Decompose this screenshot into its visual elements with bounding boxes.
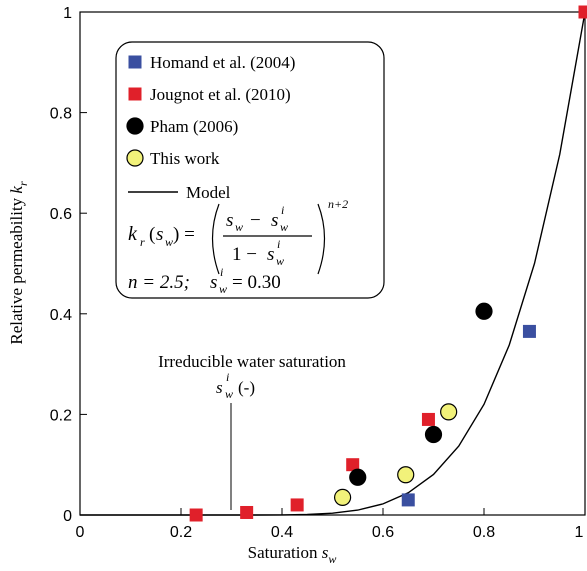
- y-axis-label: Relative permeability kr: [7, 181, 30, 345]
- circle-marker: [334, 488, 352, 506]
- square-marker: [421, 412, 435, 426]
- x-label-sub: w: [328, 552, 336, 566]
- square-marker: [128, 87, 142, 101]
- annotation-text: w: [225, 387, 233, 401]
- circle-marker: [349, 468, 367, 486]
- formula-token: w: [235, 220, 243, 234]
- x-tick-label: 0.2: [170, 524, 192, 541]
- legend-label: Model: [186, 183, 231, 202]
- annotation-text: i: [226, 370, 229, 384]
- y-tick-label: 0.2: [50, 407, 72, 424]
- square-marker: [290, 498, 304, 512]
- annotation: Irreducible water saturation s w i (-): [158, 352, 346, 510]
- y-label-text: Relative permeability: [7, 197, 26, 344]
- x-label-symbol: s: [322, 543, 329, 562]
- circle-marker: [126, 149, 144, 167]
- formula-token: i: [281, 203, 284, 217]
- legend-label: Jougnot et al. (2010): [150, 85, 291, 104]
- y-label-sub: r: [16, 181, 30, 186]
- square-marker: [401, 493, 415, 507]
- params-token: n = 2.5;: [128, 272, 190, 293]
- formula-token: ) =: [173, 224, 195, 245]
- annotation-text: s: [216, 378, 223, 397]
- y-tick-label: 0.4: [50, 307, 72, 324]
- legend-box: [115, 41, 385, 299]
- y-tick-label: 0: [63, 508, 72, 525]
- formula-token: s: [271, 210, 278, 231]
- square-marker: [128, 55, 142, 69]
- formula-token: 1 −: [232, 244, 257, 265]
- formula-token: k: [128, 223, 138, 245]
- x-axis-label: Saturation sw: [248, 543, 337, 566]
- formula-token: (: [149, 224, 155, 245]
- paren: [317, 203, 326, 275]
- formula-token: r: [140, 235, 145, 249]
- square-marker: [189, 508, 203, 522]
- plot-frame: [79, 11, 586, 516]
- params-token: = 0.30: [232, 272, 281, 293]
- params-token: i: [220, 265, 223, 279]
- formula-token: i: [277, 237, 280, 251]
- params-token: s: [210, 272, 217, 293]
- x-tick-label: 0.6: [372, 524, 394, 541]
- legend-label: Pham (2006): [150, 117, 238, 136]
- square-marker: [522, 324, 536, 338]
- circle-marker: [424, 425, 443, 444]
- formula-token: s: [267, 244, 274, 265]
- y-tick-label: 0.6: [50, 206, 72, 223]
- formula-token: w: [165, 235, 173, 249]
- annotation-text: (-): [238, 378, 255, 397]
- legend-label: Homand et al. (2004): [150, 53, 295, 72]
- square-marker: [240, 505, 254, 519]
- legend-label: This work: [150, 149, 220, 168]
- formula-token: −: [250, 210, 261, 231]
- params-token: w: [219, 282, 227, 296]
- circle-marker: [126, 117, 144, 135]
- circle-marker: [475, 302, 493, 320]
- legend: Homand et al. (2004) Jougnot et al. (2010…: [126, 53, 295, 202]
- x-tick-label: 0.4: [271, 524, 293, 541]
- x-tick-label: 1: [575, 524, 584, 541]
- x-label-text: Saturation: [248, 543, 318, 562]
- annotation-text: Irreducible water saturation: [158, 352, 346, 371]
- formula-token: s: [226, 210, 233, 231]
- y-label-symbol: k: [7, 186, 26, 194]
- model-formula: k r ( s w ) = s w − s w i 1 − s w i n+2 …: [128, 197, 348, 296]
- paren: [211, 203, 220, 275]
- square-marker: [346, 458, 360, 472]
- formula-token: w: [276, 254, 284, 268]
- circle-marker: [440, 403, 458, 421]
- formula-token: s: [156, 224, 163, 245]
- model-line: [80, 11, 586, 516]
- y-tick-label: 1: [63, 5, 72, 22]
- formula-token: w: [280, 220, 288, 234]
- circle-marker: [397, 466, 415, 484]
- x-tick-label: 0: [76, 524, 85, 541]
- square-marker: [578, 5, 587, 19]
- x-tick-label: 0.8: [473, 524, 495, 541]
- formula-exponent: n+2: [328, 197, 348, 211]
- y-tick-label: 0.8: [50, 106, 72, 123]
